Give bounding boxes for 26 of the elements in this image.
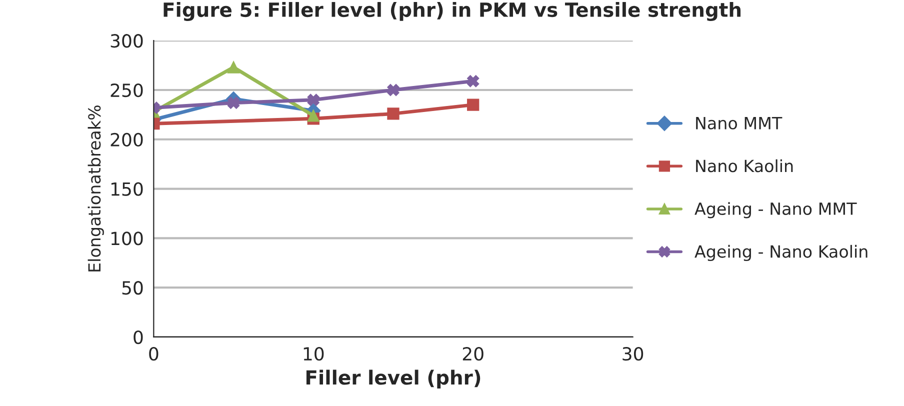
y-tick-label: 0 <box>134 330 143 344</box>
point <box>227 61 240 74</box>
x-axis-title: Filler level (phr) <box>306 370 480 389</box>
chart-title: Figure 5: Filler level (phr) in PKM vs Tensile strength <box>164 2 741 21</box>
point <box>307 94 320 106</box>
x-tick-label: 10 <box>304 347 324 361</box>
point <box>387 108 400 120</box>
x-tick-label: 0 <box>149 347 158 361</box>
point <box>227 96 240 109</box>
point <box>387 84 400 96</box>
legend-label: Nano Kaolin <box>696 159 793 172</box>
point <box>467 75 480 88</box>
legend-label: Ageing - Nano Kaolin <box>694 244 868 262</box>
y-tick-label: 250 <box>110 83 143 98</box>
y-tick-label: 100 <box>111 232 143 246</box>
x-tick-label: 20 <box>462 347 484 361</box>
y-tick-label: 200 <box>110 132 143 147</box>
y-axis-title: Elongationatbreak% <box>88 106 104 272</box>
legend-label: Ageing - Nano MMT <box>694 202 857 218</box>
legend-label: Nano MMT <box>696 117 782 130</box>
point <box>307 110 320 122</box>
y-tick-label: 50 <box>122 281 143 295</box>
point <box>467 98 480 111</box>
x-tick-label: 30 <box>622 347 644 361</box>
y-tick-label: 150 <box>111 182 143 196</box>
y-tick-label: 300 <box>110 34 143 48</box>
